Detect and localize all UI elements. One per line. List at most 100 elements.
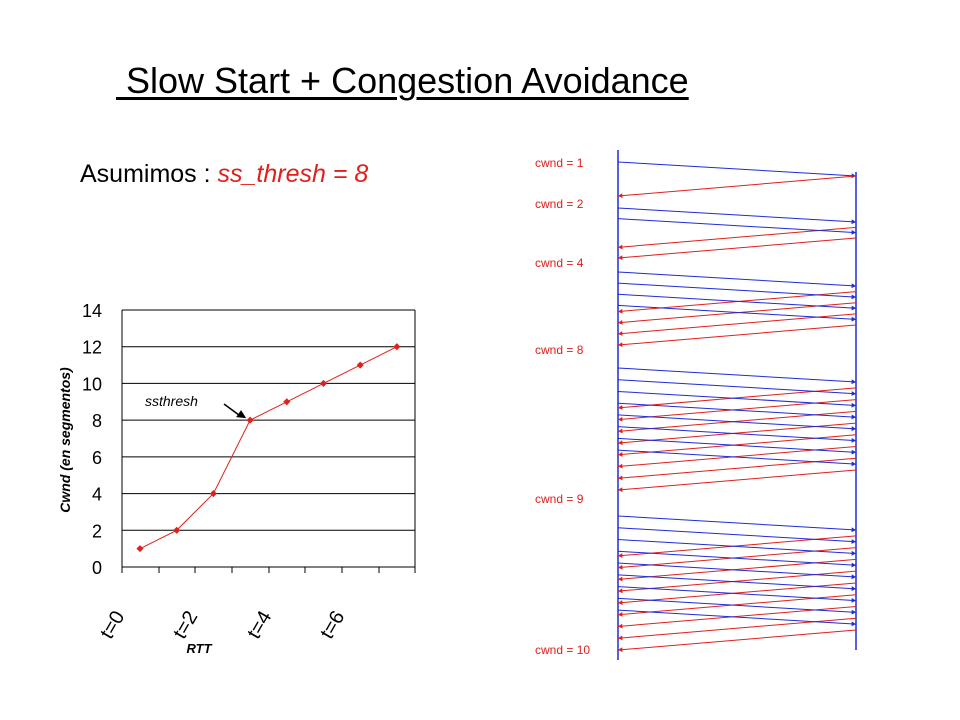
ack-arrow-head — [618, 611, 623, 617]
data-segment-arrow — [617, 539, 857, 555]
data-segment-arrow-head — [851, 283, 856, 289]
ack-arrow-head — [618, 564, 623, 570]
ack-arrow — [617, 582, 857, 604]
data-segment-arrow — [617, 379, 857, 395]
ack-arrow — [617, 175, 857, 197]
assumption-value: ss_thresh = 8 — [217, 160, 369, 188]
data-segment-arrow-head — [851, 391, 856, 396]
cwnd-round-label: cwnd = 4 — [535, 256, 584, 270]
data-segment-arrow — [617, 426, 857, 442]
assumption-prefix: Asumimos : — [80, 160, 218, 188]
ack-arrow-head — [618, 193, 623, 199]
y-tick-label: 4 — [92, 485, 102, 505]
ack-arrow-head — [618, 428, 623, 434]
ack-arrow — [617, 535, 857, 557]
annotation-arrow-head — [236, 410, 247, 419]
data-segment-arrow — [617, 574, 857, 590]
ack-arrow — [617, 446, 857, 468]
data-segment-arrow — [617, 550, 857, 566]
ack-arrow — [617, 617, 857, 639]
ack-arrow-head — [618, 308, 623, 314]
data-segment-arrow-head — [851, 609, 856, 615]
data-segment-arrow — [617, 367, 857, 383]
data-segment-arrow-head — [851, 219, 856, 225]
ack-arrow — [617, 605, 857, 627]
ack-arrow-head — [618, 487, 623, 493]
y-tick-label: 8 — [92, 411, 102, 431]
data-segment-arrow — [617, 271, 857, 287]
ack-arrow-head — [618, 588, 623, 594]
data-segment-arrow-head — [851, 550, 856, 556]
data-segment-arrow-head — [851, 305, 856, 311]
data-segment-arrow — [617, 304, 857, 320]
cwnd-round-label: cwnd = 10 — [535, 643, 590, 657]
data-point — [173, 526, 181, 534]
data-segment-arrow — [617, 515, 857, 531]
data-segment-arrow-head — [851, 230, 856, 235]
cwnd-round-label: cwnd = 1 — [535, 156, 584, 170]
ack-arrow — [617, 594, 857, 616]
data-segment-arrow-head — [851, 527, 856, 533]
data-segment-arrow-head — [851, 539, 856, 544]
y-tick-label: 6 — [92, 448, 102, 468]
ack-arrow — [617, 324, 857, 346]
ack-arrow-head — [618, 463, 623, 469]
ssthresh-annotation: ssthresh — [145, 393, 198, 409]
ack-arrow-head — [618, 331, 623, 336]
data-segment-arrow-head — [851, 461, 856, 467]
data-segment-arrow — [617, 218, 857, 234]
data-segment-arrow-head — [851, 438, 856, 443]
data-segment-arrow-head — [851, 294, 856, 300]
ack-arrow — [617, 457, 857, 479]
cwnd-round-label: cwnd = 9 — [535, 492, 584, 506]
ack-arrow-head — [618, 342, 623, 348]
data-segment-arrow — [617, 414, 857, 430]
ack-arrow-head — [618, 255, 623, 261]
x-axis-label: RTT — [186, 641, 212, 656]
data-segment-arrow — [617, 161, 857, 177]
y-tick-label: 10 — [82, 374, 102, 394]
cwnd-round-label: cwnd = 8 — [535, 343, 584, 357]
assumption-text: Asumimos : ss_thresh = 8 — [80, 160, 368, 189]
data-segment-arrow — [617, 527, 857, 543]
y-tick-label: 12 — [82, 338, 102, 358]
series-line — [139, 346, 398, 550]
data-point — [209, 490, 217, 498]
ack-arrow — [617, 469, 857, 491]
data-segment-arrow-head — [851, 449, 856, 455]
data-point — [136, 545, 144, 553]
data-segment-arrow — [617, 562, 857, 578]
ack-arrow — [617, 558, 857, 580]
data-segment-arrow-head — [851, 574, 856, 580]
slide-title: Slow Start + Congestion Avoidance — [116, 60, 689, 101]
data-segment-arrow-head — [851, 621, 856, 627]
ack-arrow-head — [618, 553, 623, 558]
y-axis-label: Cwnd (en segmentos) — [57, 367, 73, 513]
data-segment-arrow-head — [851, 426, 856, 432]
data-segment-arrow — [617, 402, 857, 418]
data-point — [356, 361, 364, 369]
data-segment-arrow — [617, 597, 857, 613]
ack-arrow — [617, 237, 857, 259]
data-segment-arrow — [617, 282, 857, 298]
data-segment-arrow-head — [851, 586, 856, 591]
y-tick-label: 2 — [92, 521, 102, 541]
ack-arrow-head — [618, 405, 623, 410]
data-segment-arrow — [617, 293, 857, 309]
data-segment-arrow — [617, 437, 857, 453]
data-segment-arrow — [617, 207, 857, 223]
y-tick-label: 0 — [92, 558, 102, 578]
data-point — [246, 416, 254, 424]
ack-arrow-head — [618, 623, 623, 629]
data-point — [319, 379, 328, 387]
y-tick-label: 14 — [82, 301, 102, 321]
cwnd-round-label: cwnd = 2 — [535, 197, 584, 211]
data-segment-arrow — [617, 390, 857, 406]
ack-arrow-head — [618, 319, 623, 325]
data-segment-arrow-head — [851, 597, 856, 603]
ack-arrow-head — [618, 635, 623, 641]
ack-arrow-head — [618, 647, 623, 653]
ack-arrow-head — [618, 416, 623, 422]
